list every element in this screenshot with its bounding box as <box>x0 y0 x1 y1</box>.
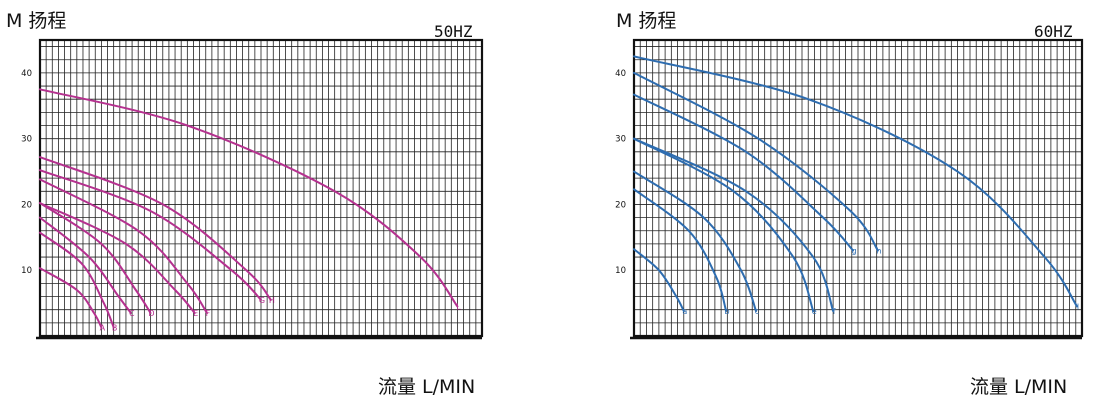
curve-label-b: b <box>725 307 730 316</box>
plot-frame <box>38 38 484 338</box>
y-tick-label: 10 <box>21 266 32 276</box>
curve-c <box>633 170 757 312</box>
x-axis-title: 流量 L/MIN <box>378 376 476 398</box>
plot-60hz: 0100200300400500600700800900100011001200… <box>615 38 1084 340</box>
curve-F <box>39 178 208 314</box>
y-tick-label: 20 <box>615 200 626 210</box>
curve-label-g: g <box>851 246 856 255</box>
curve-E <box>39 202 196 314</box>
chart-50hz: M 扬程 50HZ 010020030040050060070080090010… <box>0 0 500 398</box>
y-tick-label: 30 <box>21 135 32 145</box>
curve-g <box>633 93 854 252</box>
y-tick-label: 40 <box>21 69 32 79</box>
frequency-label: 50HZ <box>434 22 473 41</box>
curve-label-H: H <box>269 296 275 305</box>
curve-label-e: e <box>812 307 817 316</box>
curve-B <box>39 231 115 329</box>
y-axis-title: M 扬程 <box>6 10 67 32</box>
curve-label-c: c <box>755 307 759 316</box>
curve-H <box>39 156 272 301</box>
y-axis-title: M 扬程 <box>616 10 677 32</box>
y-tick-label: 10 <box>615 266 626 276</box>
grid <box>633 40 1083 337</box>
y-tick-label: 30 <box>615 135 626 145</box>
curve-label-A: A <box>100 323 106 332</box>
curve-label-l: l <box>1077 302 1079 311</box>
curve-D <box>39 202 152 314</box>
curve-label-L: L <box>456 302 461 311</box>
curve-label-B: B <box>112 323 118 332</box>
curve-e <box>633 137 815 312</box>
grid <box>39 40 483 337</box>
curve-label-f: f <box>833 307 836 316</box>
curve-a <box>633 248 685 312</box>
frequency-label: 60HZ <box>1034 22 1073 41</box>
y-tick-label: 20 <box>21 200 32 210</box>
curve-label-F: F <box>206 309 211 318</box>
x-axis-title: 流量 L/MIN <box>970 376 1068 398</box>
curve-label-G: G <box>259 296 265 305</box>
curve-label-D: D <box>148 309 154 318</box>
curve-G <box>39 169 262 301</box>
curve-label-a: a <box>682 307 687 316</box>
plot-frame <box>632 38 1084 338</box>
curve-L <box>39 88 459 308</box>
y-tick-label: 40 <box>615 69 626 79</box>
curve-A <box>39 267 103 329</box>
curve-f <box>633 137 835 312</box>
curve-h <box>633 71 879 252</box>
plot-50hz: 0100200300400500600700800900100011001200… <box>21 38 484 340</box>
curve-label-h: h <box>876 246 881 255</box>
curve-label-E: E <box>193 309 198 318</box>
chart-60hz: M 扬程 60HZ 010020030040050060070080090010… <box>608 0 1093 398</box>
curve-l <box>633 55 1078 308</box>
curve-b <box>633 188 728 312</box>
curve-C <box>39 216 132 314</box>
curve-label-C: C <box>129 309 135 318</box>
